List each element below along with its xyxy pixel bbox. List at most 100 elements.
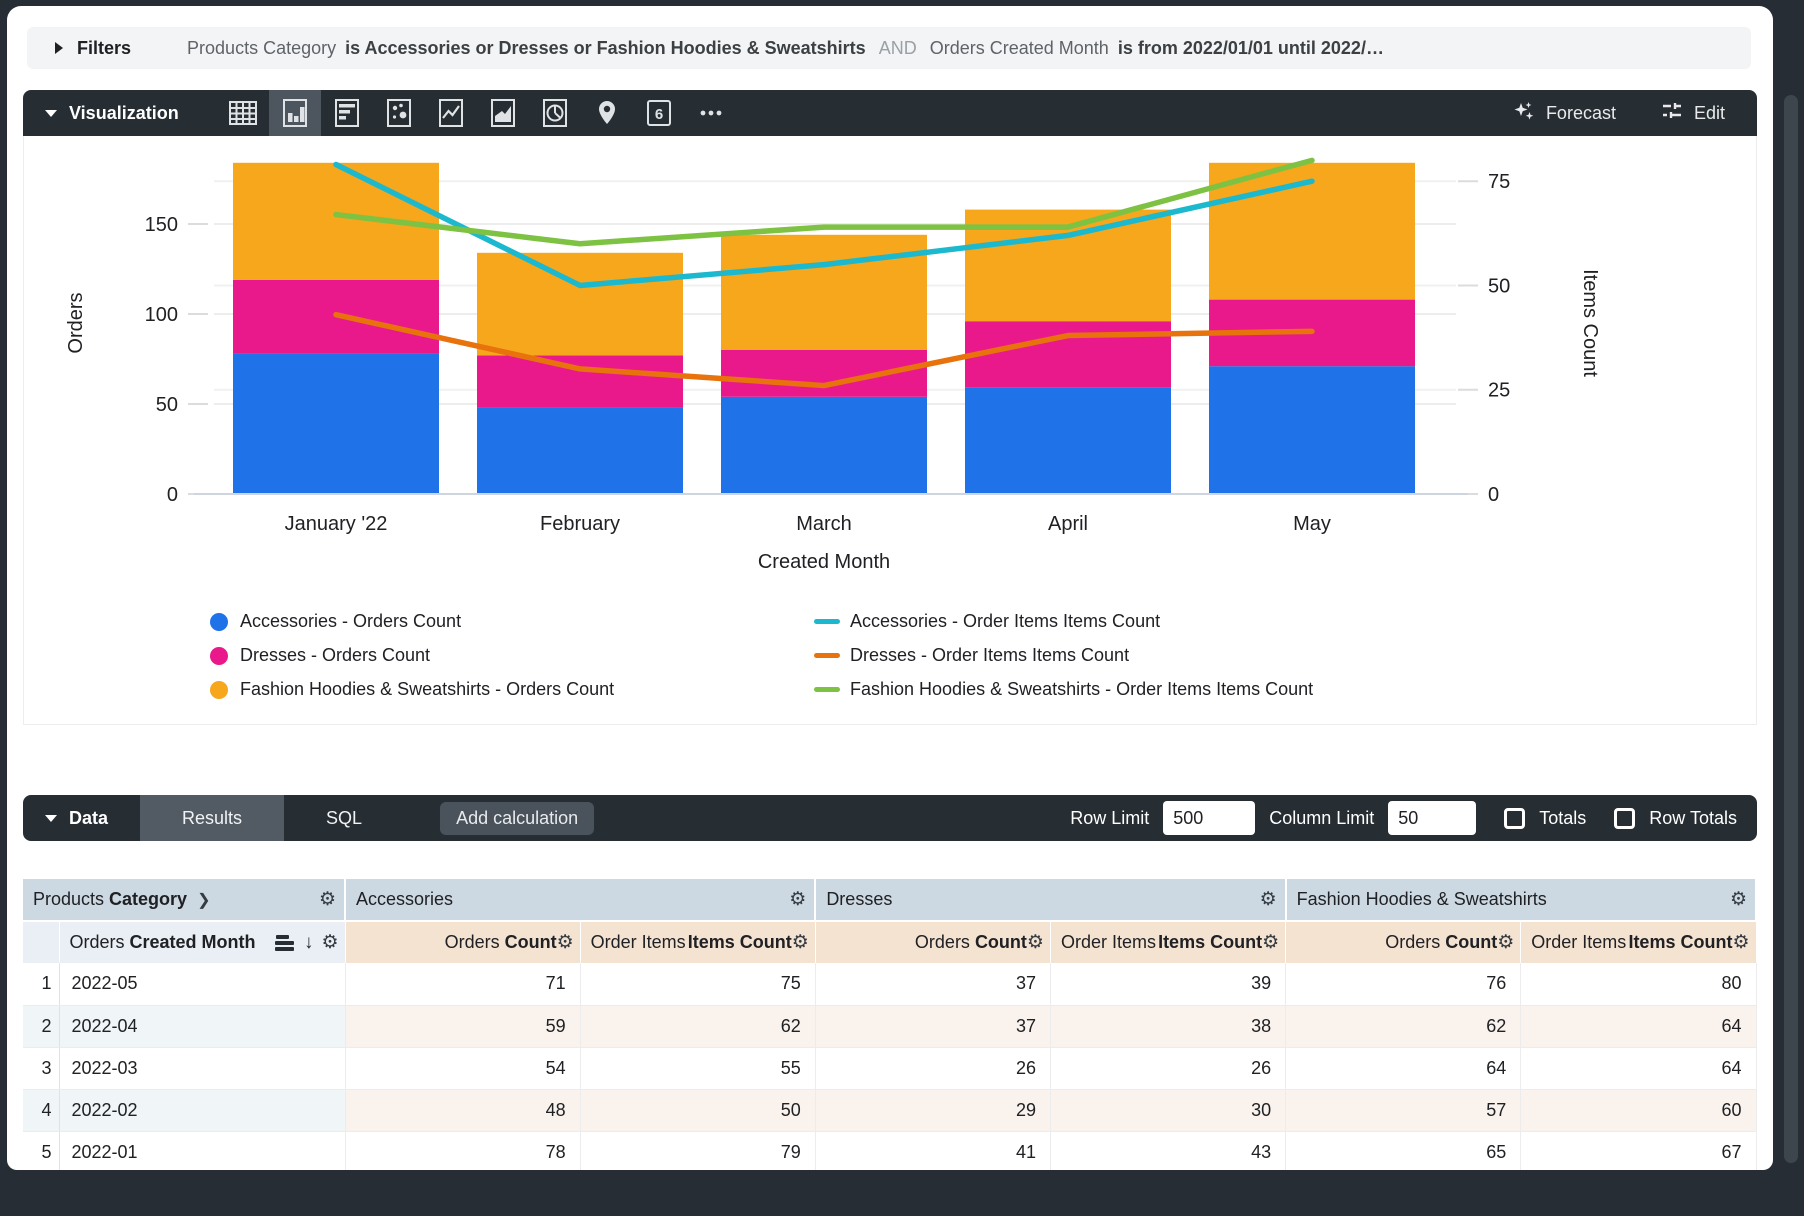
- measure-cell[interactable]: 54: [344, 1047, 581, 1090]
- measure-cell[interactable]: 55: [580, 1047, 816, 1090]
- sort-desc-icon[interactable]: ↓: [303, 931, 314, 953]
- scatter-chart-icon[interactable]: [373, 90, 425, 136]
- measure-cell[interactable]: 67: [1520, 1131, 1757, 1170]
- edit-button[interactable]: Edit: [1660, 99, 1725, 128]
- legend-item[interactable]: Dresses - Orders Count: [210, 645, 814, 666]
- measure-cell[interactable]: 57: [1285, 1089, 1522, 1132]
- gear-icon[interactable]: ⚙: [1026, 932, 1044, 953]
- pivot-group-header[interactable]: Fashion Hoodies & Sweatshirts ⚙: [1285, 879, 1758, 922]
- line-series[interactable]: [333, 161, 1315, 289]
- measure-column-header[interactable]: Order Items Items Count ⚙: [1050, 921, 1287, 963]
- measure-cell[interactable]: 26: [814, 1047, 1051, 1090]
- bar-segment[interactable]: [721, 396, 927, 494]
- legend-item[interactable]: Accessories - Orders Count: [210, 611, 814, 632]
- gear-icon[interactable]: ⚙: [1262, 932, 1280, 953]
- subtotal-icon[interactable]: [274, 934, 294, 951]
- line-series[interactable]: [333, 311, 1315, 389]
- measure-cell[interactable]: 78: [344, 1131, 581, 1170]
- column-header-orders-created-month[interactable]: Orders Created Month ↓ ⚙: [59, 921, 346, 963]
- forecast-button[interactable]: Forecast: [1512, 99, 1616, 128]
- chevron-right-icon[interactable]: ❯: [197, 891, 211, 909]
- pivot-group-header[interactable]: Accessories ⚙: [345, 879, 817, 922]
- row-totals-checkbox[interactable]: [1614, 807, 1636, 829]
- measure-cell[interactable]: 50: [580, 1089, 816, 1132]
- legend-item[interactable]: Dresses - Order Items Items Count: [814, 645, 1313, 666]
- bar-segment[interactable]: [965, 321, 1171, 388]
- dimension-cell[interactable]: 2022-03: [59, 1047, 346, 1090]
- measure-cell[interactable]: 37: [814, 963, 1051, 1006]
- gear-icon[interactable]: ⚙: [1497, 932, 1515, 953]
- measure-cell[interactable]: 80: [1520, 963, 1757, 1006]
- bar-segment[interactable]: [1209, 162, 1415, 300]
- pie-chart-icon[interactable]: [529, 90, 581, 136]
- measure-cell[interactable]: 60: [1520, 1089, 1757, 1132]
- measure-cell[interactable]: 26: [1050, 1047, 1287, 1090]
- legend-item[interactable]: Accessories - Order Items Items Count: [814, 611, 1313, 632]
- totals-checkbox[interactable]: [1504, 807, 1526, 829]
- gear-icon[interactable]: ⚙: [1729, 889, 1747, 910]
- tab-sql[interactable]: SQL: [326, 807, 363, 828]
- table-chart-icon[interactable]: [217, 90, 269, 136]
- measure-cell[interactable]: 64: [1520, 1005, 1757, 1048]
- gear-icon[interactable]: ⚙: [556, 932, 574, 953]
- map-chart-icon[interactable]: [581, 90, 633, 136]
- bar-segment[interactable]: [233, 353, 439, 494]
- dimension-cell[interactable]: 2022-04: [59, 1005, 346, 1048]
- scrollbar[interactable]: [1784, 95, 1798, 1163]
- line-series[interactable]: [333, 157, 1315, 247]
- measure-cell[interactable]: 41: [814, 1131, 1051, 1170]
- row-limit-input[interactable]: [1163, 801, 1256, 835]
- column-limit-input[interactable]: [1388, 801, 1477, 835]
- measure-cell[interactable]: 79: [580, 1131, 816, 1170]
- measure-cell[interactable]: 75: [580, 963, 816, 1006]
- measure-cell[interactable]: 64: [1285, 1047, 1522, 1090]
- measure-cell[interactable]: 37: [814, 1005, 1051, 1048]
- bar-segment[interactable]: [1209, 366, 1415, 494]
- measure-cell[interactable]: 76: [1285, 963, 1522, 1006]
- measure-cell[interactable]: 30: [1050, 1089, 1287, 1132]
- measure-cell[interactable]: 48: [344, 1089, 581, 1132]
- measure-column-header[interactable]: Orders Count ⚙: [344, 921, 581, 963]
- measure-cell[interactable]: 38: [1050, 1005, 1287, 1048]
- measure-column-header[interactable]: Orders Count ⚙: [814, 921, 1051, 963]
- measure-cell[interactable]: 43: [1050, 1131, 1287, 1170]
- single-value-icon[interactable]: 6: [633, 90, 685, 136]
- dimension-cell[interactable]: 2022-01: [59, 1131, 346, 1170]
- filters-bar[interactable]: Filters Products Category is Accessories…: [27, 27, 1751, 69]
- expand-filters-icon[interactable]: [55, 42, 63, 54]
- bar-segment[interactable]: [965, 387, 1171, 494]
- add-calculation-button[interactable]: Add calculation: [440, 801, 595, 835]
- line-chart-icon[interactable]: [425, 90, 477, 136]
- tab-results[interactable]: Results: [140, 795, 285, 841]
- measure-cell[interactable]: 71: [344, 963, 581, 1006]
- pivot-group-header[interactable]: Dresses ⚙: [815, 879, 1287, 922]
- area-chart-icon[interactable]: [477, 90, 529, 136]
- bar-segment[interactable]: [477, 407, 683, 494]
- measure-cell[interactable]: 59: [344, 1005, 581, 1048]
- measure-cell[interactable]: 62: [1285, 1005, 1522, 1048]
- bar-segment[interactable]: [721, 234, 927, 350]
- bar-segment[interactable]: [477, 355, 683, 408]
- dimension-cell[interactable]: 2022-05: [59, 963, 346, 1006]
- dimension-cell[interactable]: 2022-02: [59, 1089, 346, 1132]
- measure-cell[interactable]: 39: [1050, 963, 1287, 1006]
- column-chart-icon[interactable]: [268, 90, 321, 136]
- bar-chart-icon[interactable]: [321, 90, 373, 136]
- collapse-data-icon[interactable]: [45, 814, 57, 822]
- gear-icon[interactable]: ⚙: [1259, 889, 1277, 910]
- gear-icon[interactable]: ⚙: [321, 932, 339, 953]
- measure-column-header[interactable]: Order Items Items Count ⚙: [1520, 921, 1757, 963]
- collapse-visualization-icon[interactable]: [45, 109, 57, 117]
- measure-column-header[interactable]: Orders Count ⚙: [1285, 921, 1522, 963]
- gear-icon[interactable]: ⚙: [789, 889, 807, 910]
- legend-item[interactable]: Fashion Hoodies & Sweatshirts - Orders C…: [210, 679, 814, 700]
- measure-cell[interactable]: 64: [1520, 1047, 1757, 1090]
- column-header-products-category[interactable]: Products Category ❯ ⚙: [23, 879, 346, 922]
- measure-cell[interactable]: 65: [1285, 1131, 1522, 1170]
- gear-icon[interactable]: ⚙: [791, 932, 809, 953]
- more-vis-types-icon[interactable]: [685, 90, 737, 136]
- legend-item[interactable]: Fashion Hoodies & Sweatshirts - Order It…: [814, 679, 1313, 700]
- measure-cell[interactable]: 62: [580, 1005, 816, 1048]
- measure-column-header[interactable]: Order Items Items Count ⚙: [580, 921, 816, 963]
- gear-icon[interactable]: ⚙: [318, 889, 336, 910]
